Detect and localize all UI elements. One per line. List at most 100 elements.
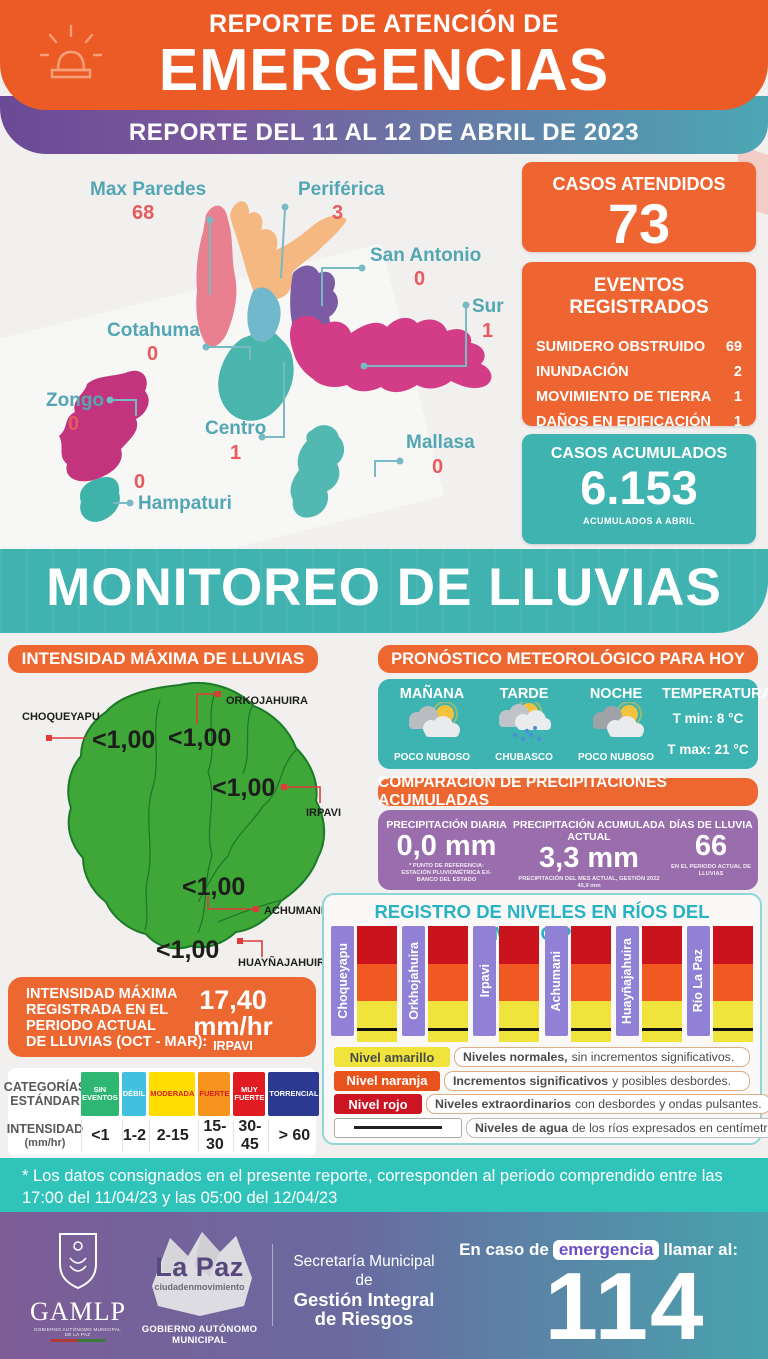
river-group-orkhojahuira: Orkhojahuira [402,926,469,1042]
header-title-line2: EMERGENCIAS [158,37,610,103]
nivel-naranja-segment [357,964,397,1001]
river-level-bar [357,926,397,1042]
nivel-amarillo-segment [499,1001,540,1042]
legend-text: Niveles extraordinarios con desbordes y … [426,1094,768,1114]
water-level-line [712,1027,753,1031]
nivel-amarillo-segment [357,1001,397,1042]
casos-atendidos-label: CASOS ATENDIDOS [552,174,726,194]
river-level-bar [428,926,469,1042]
river-level-bar [712,926,753,1042]
range-muy-fuerte: 30-45 [233,1118,265,1153]
secretaria-line3: de Riesgos [314,1308,414,1329]
river-label: Choqueyapu [331,926,354,1036]
gamlp-text: GAMLP [30,1297,127,1326]
evento-row: SUMIDERO OBSTRUIDO 69 [536,335,742,360]
nivel-rojo-segment [357,926,397,964]
rain-sun-icon [499,699,551,742]
legend-row-water-line: Niveles de agua de los ríos expresados e… [334,1117,768,1138]
basin-value-huaynajahuira: <1,00 [156,936,220,964]
district-label-mallasa: Mallasa [406,432,475,453]
category-fuerte: FUERTE [198,1072,231,1116]
river-group-irpavi: Irpavi [473,926,540,1042]
water-level-line [428,1027,469,1031]
evento-value: 2 [733,364,742,380]
nivel-rojo-segment [428,926,469,964]
nivel-rojo-segment [641,926,682,964]
casos-acumulados-card: CASOS ACUMULADOS 6.153 ACUMULADOS A ABRI… [522,434,756,544]
precip-value: 66 [694,830,728,862]
forecast-noche: NOCHE POCO NUBOSO [570,679,662,769]
nivel-rojo-chip: Nivel rojo [334,1094,422,1114]
monitoreo-title: MONITOREO DE LLUVIAS [46,558,722,617]
emergencia-chip: emergencia [552,1240,660,1260]
evento-value: 1 [733,414,742,430]
basin-label-achumani: ACHUMANI [264,905,324,917]
nivel-naranja-segment [570,964,611,1001]
district-value-periferica: 3 [332,202,344,224]
sun-clouds-icon [409,701,460,737]
nivel-amarillo-segment [712,1001,753,1042]
precip-label: DÍAS DE LLUVIA [669,819,753,831]
evento-row: MOVIMIENTO DE TIERRA 1 [536,385,742,410]
footnote-text: * Los datos consignados en el presente r… [22,1167,723,1207]
pronostico-header: PRONÓSTICO METEOROLÓGICO PARA HOY [378,645,758,673]
district-shape-zongo [59,370,149,482]
precip-note: * PUNTO DE REFERENCIA: ESTACIÓN PLUVIOMÉ… [401,863,492,883]
siren-icon [39,22,103,93]
evento-value: 1 [733,389,742,405]
eventos-registrados-title: EVENTOS REGISTRADOS [569,275,709,318]
basin-label-irpavi: IRPAVI [306,807,342,819]
nivel-rojo-segment [712,926,753,964]
basin-river-lines [144,691,297,934]
range-torrencial: > 60 [268,1119,319,1153]
water-level-line [499,1027,540,1031]
precipitaciones-panel: PRECIPITACIÓN DIARIA 0,0 mm * PUNTO DE R… [378,810,758,890]
river-label: Río La Paz [686,926,710,1036]
dias-lluvia-col: DÍAS DE LLUVIA 66 EN EL PERIODO ACTUAL D… [669,810,753,890]
district-connector-dots [106,203,470,507]
intensidad-header: INTENSIDAD MÁXIMA DE LLUVIAS [8,645,318,673]
precip-value: 0,0 mm [396,830,497,862]
gamlp-subtext: GOBIERNO AUTÓNOMO MUNICIPAL DE LA PAZ [34,1327,121,1337]
district-label-san-antonio: San Antonio [370,245,482,266]
casos-acumulados-value: 6.153 [580,461,698,514]
water-line-chip [334,1117,462,1138]
district-map [59,201,492,522]
basin-outline [67,681,326,950]
basin-map [46,681,326,957]
forecast-condition: CHUBASCO [495,752,553,763]
table-label-categorias: CATEGORÍAS ESTÁNDAR [3,1080,87,1108]
lapaz-text: La Paz [155,1252,244,1282]
temperatura-label: TEMPERATURA [662,686,768,702]
precip-value: 3,3 mm [539,842,639,874]
district-label-sur: Sur [472,296,504,317]
nivel-naranja-segment [499,964,540,1001]
district-label-centro: Centro [205,418,267,439]
district-shape-sur [290,315,492,393]
basin-label-choqueyapu: CHOQUEYAPU [22,711,100,723]
river-level-bar [499,926,540,1042]
precip-note2: 45,9 mm [577,883,601,889]
evento-label: INUNDACIÓN [536,364,629,380]
legend-row-amarillo: Nivel amarillo Niveles normales, sin inc… [334,1047,750,1067]
river-label: Irpavi [473,926,497,1036]
nivel-naranja-segment [428,964,469,1001]
water-line-icon [353,1126,443,1129]
legend-text: Incrementos significativos y posibles de… [444,1070,750,1091]
river-group-achumani: Achumani [544,926,611,1042]
nivel-rojo-segment [570,926,611,964]
tmax-value: T max: 21 °C [667,742,749,757]
precip-label: PRECIPITACIÓN DIARIA [386,819,507,831]
basin-label-orkojahuira: ORKOJAHUIRA [226,695,308,707]
category-moderada: MODERADA [149,1072,196,1116]
rios-panel: REGISTRO DE NIVELES EN RÍOS DEL MUNICIPI… [322,893,768,1145]
lapaz-logo: La Paz ciudadenmovimiento GOBIERNO AUTÓN… [137,1226,262,1346]
basin-label-huaynajahuira: HUAYÑAJAHUIRA [238,957,333,969]
precip-acumulada-col: PRECIPITACIÓN ACUMULADA ACTUAL 3,3 mm PR… [509,810,669,890]
table-label-intensidad: INTENSIDAD (mm/hr) [6,1122,84,1149]
intensidad-max-value: 17,40 [199,985,267,1015]
gamlp-flag-strip [49,1339,106,1342]
river-label: Achumani [544,926,568,1036]
categorias-table: CATEGORÍAS ESTÁNDAR SIN EVENTOS DÉBIL MO… [3,1068,320,1157]
